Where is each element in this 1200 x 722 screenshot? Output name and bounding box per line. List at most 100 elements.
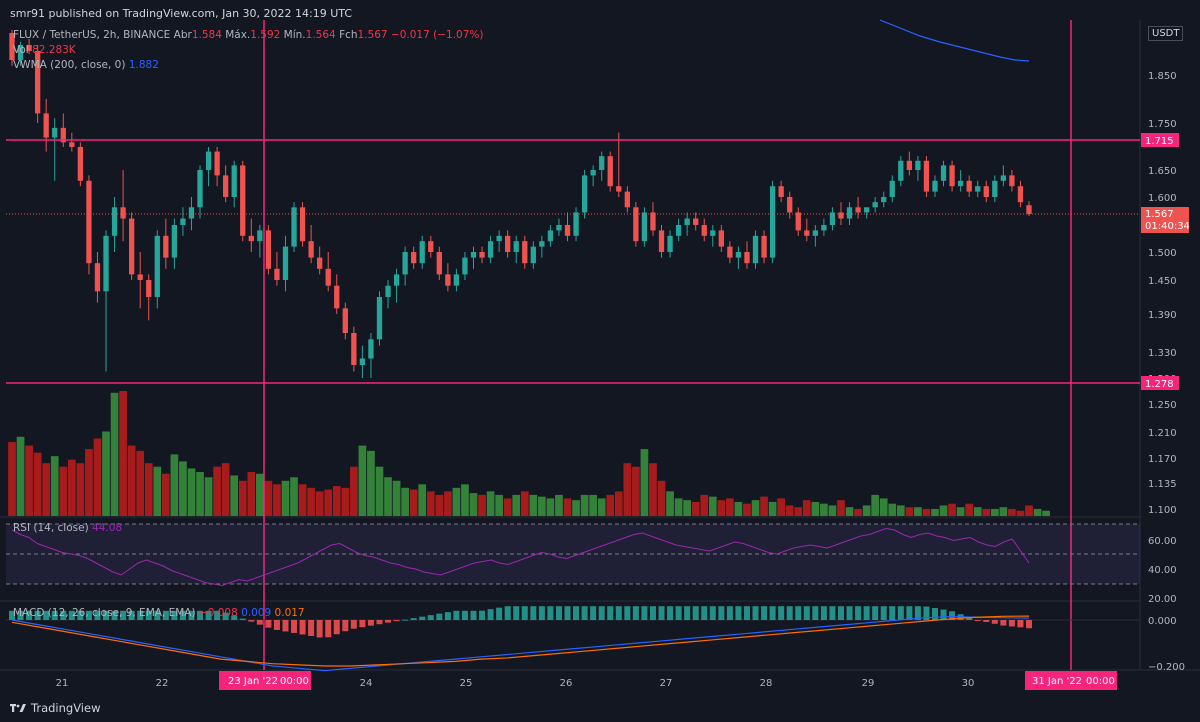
candle-body [650,212,656,231]
macd-histogram-bar [77,610,84,620]
volume-legend[interactable]: Vol 82.283K [13,44,76,56]
macd-histogram-bar [111,610,118,620]
macd-histogram-bar [359,620,366,628]
volume-bar [948,503,956,516]
candle-body [906,160,913,170]
price-tick-label: 1.330 [1148,348,1177,359]
macd-histogram-bar [256,620,263,625]
volume-bar [896,505,905,516]
volume-bar [922,508,931,516]
volume-bar [914,507,922,516]
macd-legend[interactable]: MACD (12, 26, close, 9, EMA, EMA) −0.008… [13,607,305,619]
candle-body [1026,205,1032,214]
candle-body [120,207,126,219]
macd-histogram-bar [504,606,511,620]
volume-bar [837,500,845,516]
candle-body [77,146,84,181]
candle-body [624,191,630,208]
volume-bar [734,501,743,516]
candle-body [453,274,460,286]
candle-body [325,268,331,286]
volume-bar [879,498,888,516]
volume-bar [290,477,298,516]
candle-body [402,252,408,275]
candle-body [26,45,32,51]
price-tick-label: 1.100 [1148,505,1177,516]
candle-body [975,186,981,192]
macd-histogram-bar [85,610,92,620]
rsi-legend[interactable]: RSI (14, close) 44.08 [13,522,122,534]
volume-bar [999,507,1008,516]
macd-histogram-bar [914,606,921,620]
candle-body [684,218,690,225]
macd-histogram-bar [769,606,776,620]
vwma-legend[interactable]: VWMA (200, close, 0) 1.882 [13,59,159,71]
macd-histogram-bar [333,620,340,635]
candle-body [949,165,955,187]
macd-histogram-bar [615,606,622,620]
volume-bar [238,480,247,516]
volume-bar [572,500,580,516]
macd-histogram-bar [555,606,562,620]
volume-bar [375,466,384,516]
symbol-legend[interactable]: FLUX / TetherUS, 2h, BINANCE Abr1.584 Má… [13,29,483,41]
candle-body [804,230,810,236]
rsi-line [11,527,1030,587]
volume-bar [42,463,51,516]
macd-histogram-bar [795,606,802,620]
volume-bar [520,491,529,516]
macd-tick-label: 0.000 [1148,616,1177,627]
volume-bar [649,463,657,516]
volume-bar [751,500,760,516]
last-price-label: 1.567 [1145,209,1174,220]
macd-histogram-bar [812,606,819,620]
candle-body [43,113,49,138]
rsi-tick-label: 20.00 [1148,594,1177,605]
candle-body [342,308,348,333]
candle-body [368,339,374,359]
macd-histogram-bar [820,606,827,620]
level-price-tag [1141,133,1179,147]
candle-body [52,127,58,138]
currency-badge[interactable]: USDT [1148,26,1184,41]
volume-bar [632,466,640,516]
candle-body [787,197,793,213]
price-tick-label: 1.500 [1148,248,1177,259]
candle-body [240,165,246,236]
candle-body [710,230,716,236]
macd-histogram-bar [863,606,870,620]
volume-bar [802,500,811,516]
macd-histogram-bar [162,610,169,620]
macd-histogram-bar [897,606,904,620]
volume-bar [350,466,358,516]
volume-bar [144,463,153,516]
candle-body [889,180,895,197]
macd-histogram-bar [641,606,648,620]
macd-histogram-bar [991,620,998,624]
candle-body [881,197,887,203]
volume-bar [512,494,521,516]
candle-body [795,212,801,231]
volume-bar [700,494,709,516]
price-tick-label: 1.600 [1148,193,1177,204]
candle-body [376,297,383,340]
candle-body [445,274,451,286]
last-price-tag [1141,207,1189,233]
volume-bar [529,494,538,516]
volume-bar [461,484,469,516]
candle-body [855,207,861,213]
vwma-label: VWMA (200, close, 0) [13,59,126,71]
candle-body [863,207,870,213]
volume-bar [546,498,555,516]
volume-bar [230,475,239,516]
macd-histogram-bar [34,610,41,620]
macd-histogram-bar [282,620,289,632]
time-tick-label: 25 [460,678,473,689]
macd-histogram-bar [1000,620,1007,626]
candle-body [838,212,844,219]
macd-histogram-bar [573,606,580,620]
volume-bar [264,480,273,516]
macd-histogram-bar [26,610,33,620]
footer-brand: TradingView [31,701,101,715]
